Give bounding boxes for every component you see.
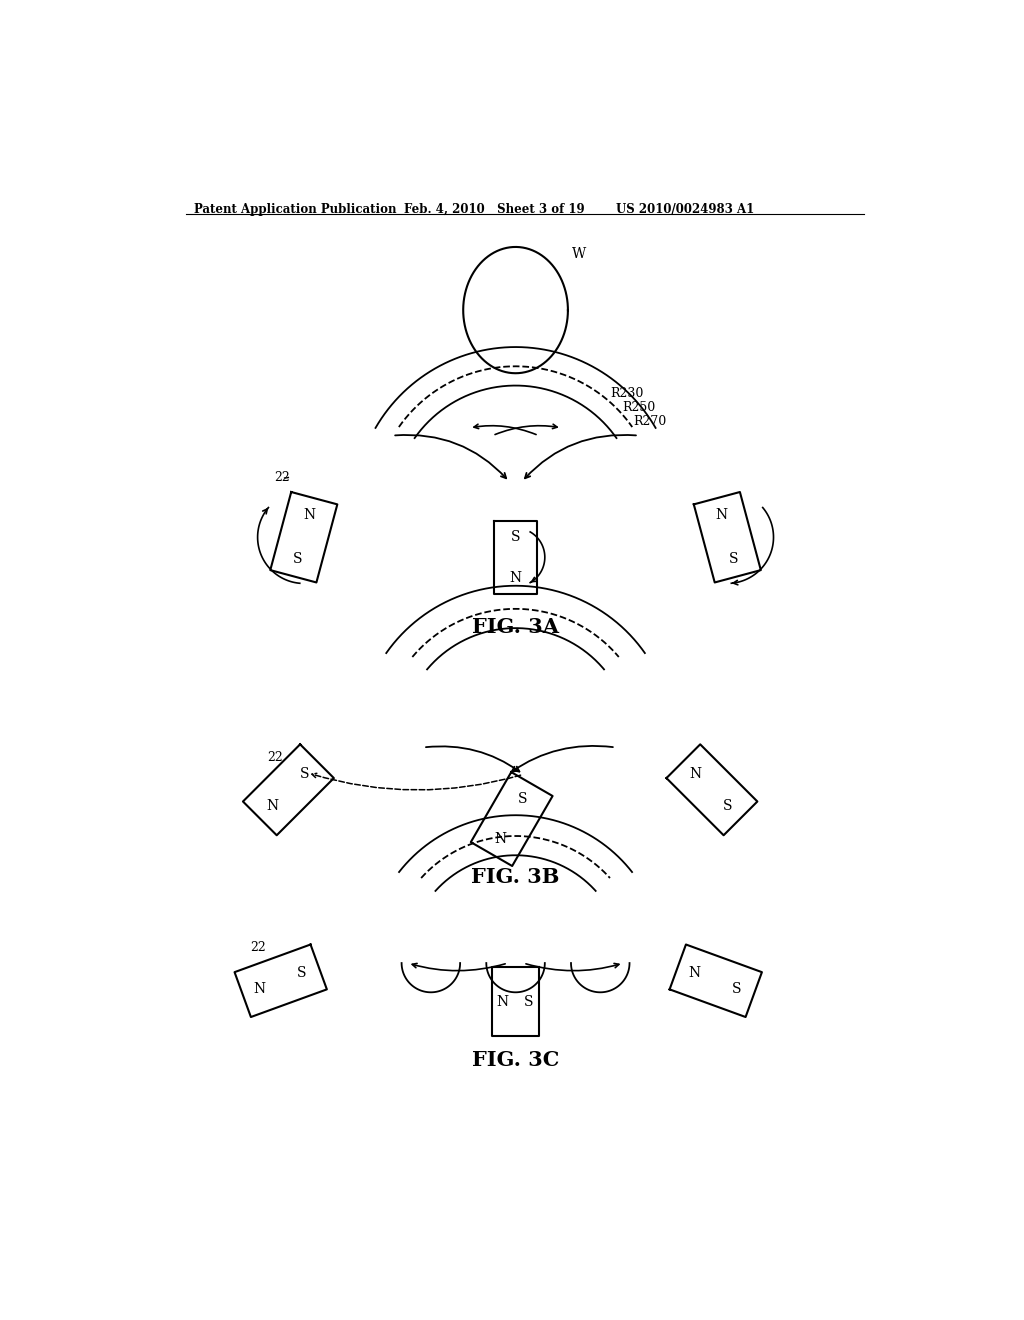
- Text: W: W: [571, 247, 586, 261]
- Text: 22: 22: [274, 471, 290, 484]
- Text: N: N: [510, 570, 521, 585]
- Text: N: N: [495, 832, 507, 846]
- Text: S: S: [293, 552, 303, 566]
- Text: S: S: [511, 529, 520, 544]
- Text: R250: R250: [622, 401, 655, 414]
- Text: N: N: [690, 767, 702, 781]
- Text: S: S: [300, 767, 309, 781]
- Text: R230: R230: [610, 387, 644, 400]
- Text: N: N: [303, 508, 315, 523]
- Text: 22: 22: [267, 751, 284, 764]
- Text: FIG. 3C: FIG. 3C: [472, 1051, 559, 1071]
- Text: S: S: [732, 982, 741, 995]
- Text: S: S: [728, 552, 738, 566]
- Text: Patent Application Publication: Patent Application Publication: [194, 203, 396, 216]
- Text: R270: R270: [634, 414, 667, 428]
- Text: 22: 22: [250, 941, 265, 954]
- Text: Feb. 4, 2010   Sheet 3 of 19: Feb. 4, 2010 Sheet 3 of 19: [403, 203, 585, 216]
- Text: N: N: [253, 982, 265, 995]
- Text: FIG. 3A: FIG. 3A: [472, 616, 559, 636]
- Text: N: N: [497, 994, 509, 1008]
- Text: US 2010/0024983 A1: US 2010/0024983 A1: [615, 203, 754, 216]
- Text: N: N: [688, 966, 700, 979]
- Text: N: N: [266, 799, 279, 813]
- Text: FIG. 3B: FIG. 3B: [471, 867, 560, 887]
- Text: S: S: [518, 792, 527, 807]
- Text: S: S: [297, 966, 307, 979]
- Text: S: S: [523, 994, 534, 1008]
- Text: N: N: [716, 508, 727, 523]
- Text: S: S: [723, 799, 732, 813]
